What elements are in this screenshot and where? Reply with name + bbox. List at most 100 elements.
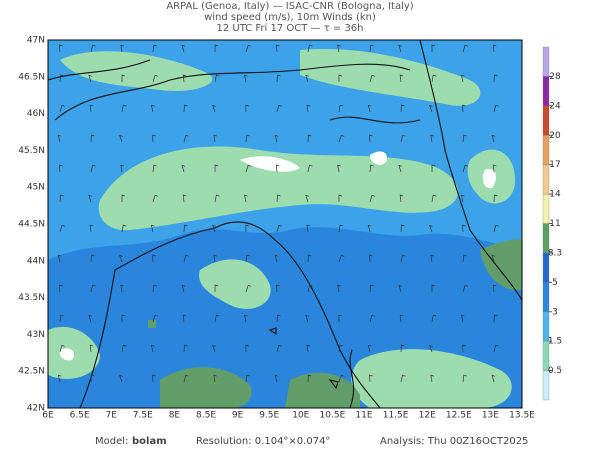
wind-barb [493,224,499,233]
wind-barb [462,374,467,383]
wind-barb [430,134,434,143]
wind-barb [214,194,220,203]
wind-barb [400,344,405,353]
wind-barb [305,194,309,203]
wind-barb [276,194,281,203]
wind-barb [399,74,404,83]
wind-barb [245,344,249,353]
wind-barb [399,314,404,323]
wind-barb [274,374,279,383]
footer-text: Model: [95,436,128,447]
wind-barb [182,194,187,203]
wind-barb [88,74,93,83]
colorbar-label: 20 [549,131,561,141]
wind-barb [89,344,94,353]
wind-barb [121,74,126,82]
colorbar-swatch [542,193,550,224]
wind-barb [57,134,62,143]
lon-label: 8.5E [196,411,216,421]
lon-label: 13E [482,411,499,421]
wind-barb [244,74,248,83]
wind-barb [152,284,157,293]
wind-barb [119,374,123,383]
wind-barb [491,374,496,383]
colorbar-label: 0.5 [548,366,562,376]
wind-barb [90,254,95,263]
wind-barb [275,164,280,173]
colorbar-label: 28 [549,72,561,82]
wind-barb [212,224,216,233]
wind-barb [214,164,219,173]
wind-barb [121,344,127,353]
wind-barb [398,284,403,293]
wind-barb [90,374,95,383]
wind-barb [492,284,497,293]
wind-barb [306,224,311,233]
wind-barb [244,194,248,203]
wind-barb [214,314,220,323]
header-line: wind speed (m/s), 10m Winds (kn) [204,12,376,23]
wind-barb [245,164,252,173]
wind-barb [431,74,437,83]
wind-barb [338,74,342,83]
wind-barb [214,284,219,293]
wind-barb [493,314,498,323]
colorbar-label: 1.5 [548,337,562,347]
wind-barb [307,164,313,173]
wind-barb [462,134,467,143]
wind-barb [245,284,252,293]
wind-barb [213,134,218,143]
lat-label: 43N [27,330,45,340]
wind-barb [307,254,312,263]
lon-label: 12.5E [446,411,472,421]
wind-barb [338,194,342,203]
lat-label: 43.5N [18,293,45,303]
wind-barb [245,224,249,233]
wind-barb [429,224,433,233]
map-frame [47,39,523,409]
wind-barb [338,374,345,383]
wind-barb [493,104,499,113]
wind-barb [183,134,189,143]
wind-barb [367,224,372,233]
colorbar-label: 11 [549,219,560,229]
wind-barb [121,104,127,113]
lon-label: 8E [169,411,181,421]
wind-barb [245,44,252,53]
wind-barb [431,44,436,52]
wind-barb [462,104,466,113]
wind-barb [307,284,313,293]
wind-barb [337,164,341,173]
wind-barb [338,314,342,323]
wind-barb [462,254,467,263]
lat-label: 46.5N [18,72,45,82]
lon-label: 7.5E [133,411,153,421]
footer-text: Analysis: Thu 00Z16OCT2025 [380,436,528,447]
wind-barb [152,134,156,143]
wind-barb [400,254,406,263]
wind-barb [369,314,376,323]
wind-barb [369,194,376,203]
lon-label: 6E [42,411,54,421]
wind-barb [119,134,123,143]
colorbar-swatch [542,135,550,165]
wind-barb [307,44,313,53]
footer-text: bolam [132,436,167,447]
wind-barb [337,44,341,53]
wind-barb [59,284,63,293]
wind-barb [183,344,188,353]
wind-barb [90,134,95,143]
colorbar-swatch [542,46,550,77]
wind-barb [119,254,123,263]
colorbar-swatch [542,76,550,106]
lon-label: 13.5E [509,411,535,421]
wind-barb [491,254,496,263]
lon-label: 12E [419,411,436,421]
wind-barb [88,194,93,203]
wind-barb [152,164,157,173]
wind-barb [400,374,406,383]
wind-barb [400,224,405,233]
wind-field [48,40,522,408]
wind-barb [338,224,344,233]
